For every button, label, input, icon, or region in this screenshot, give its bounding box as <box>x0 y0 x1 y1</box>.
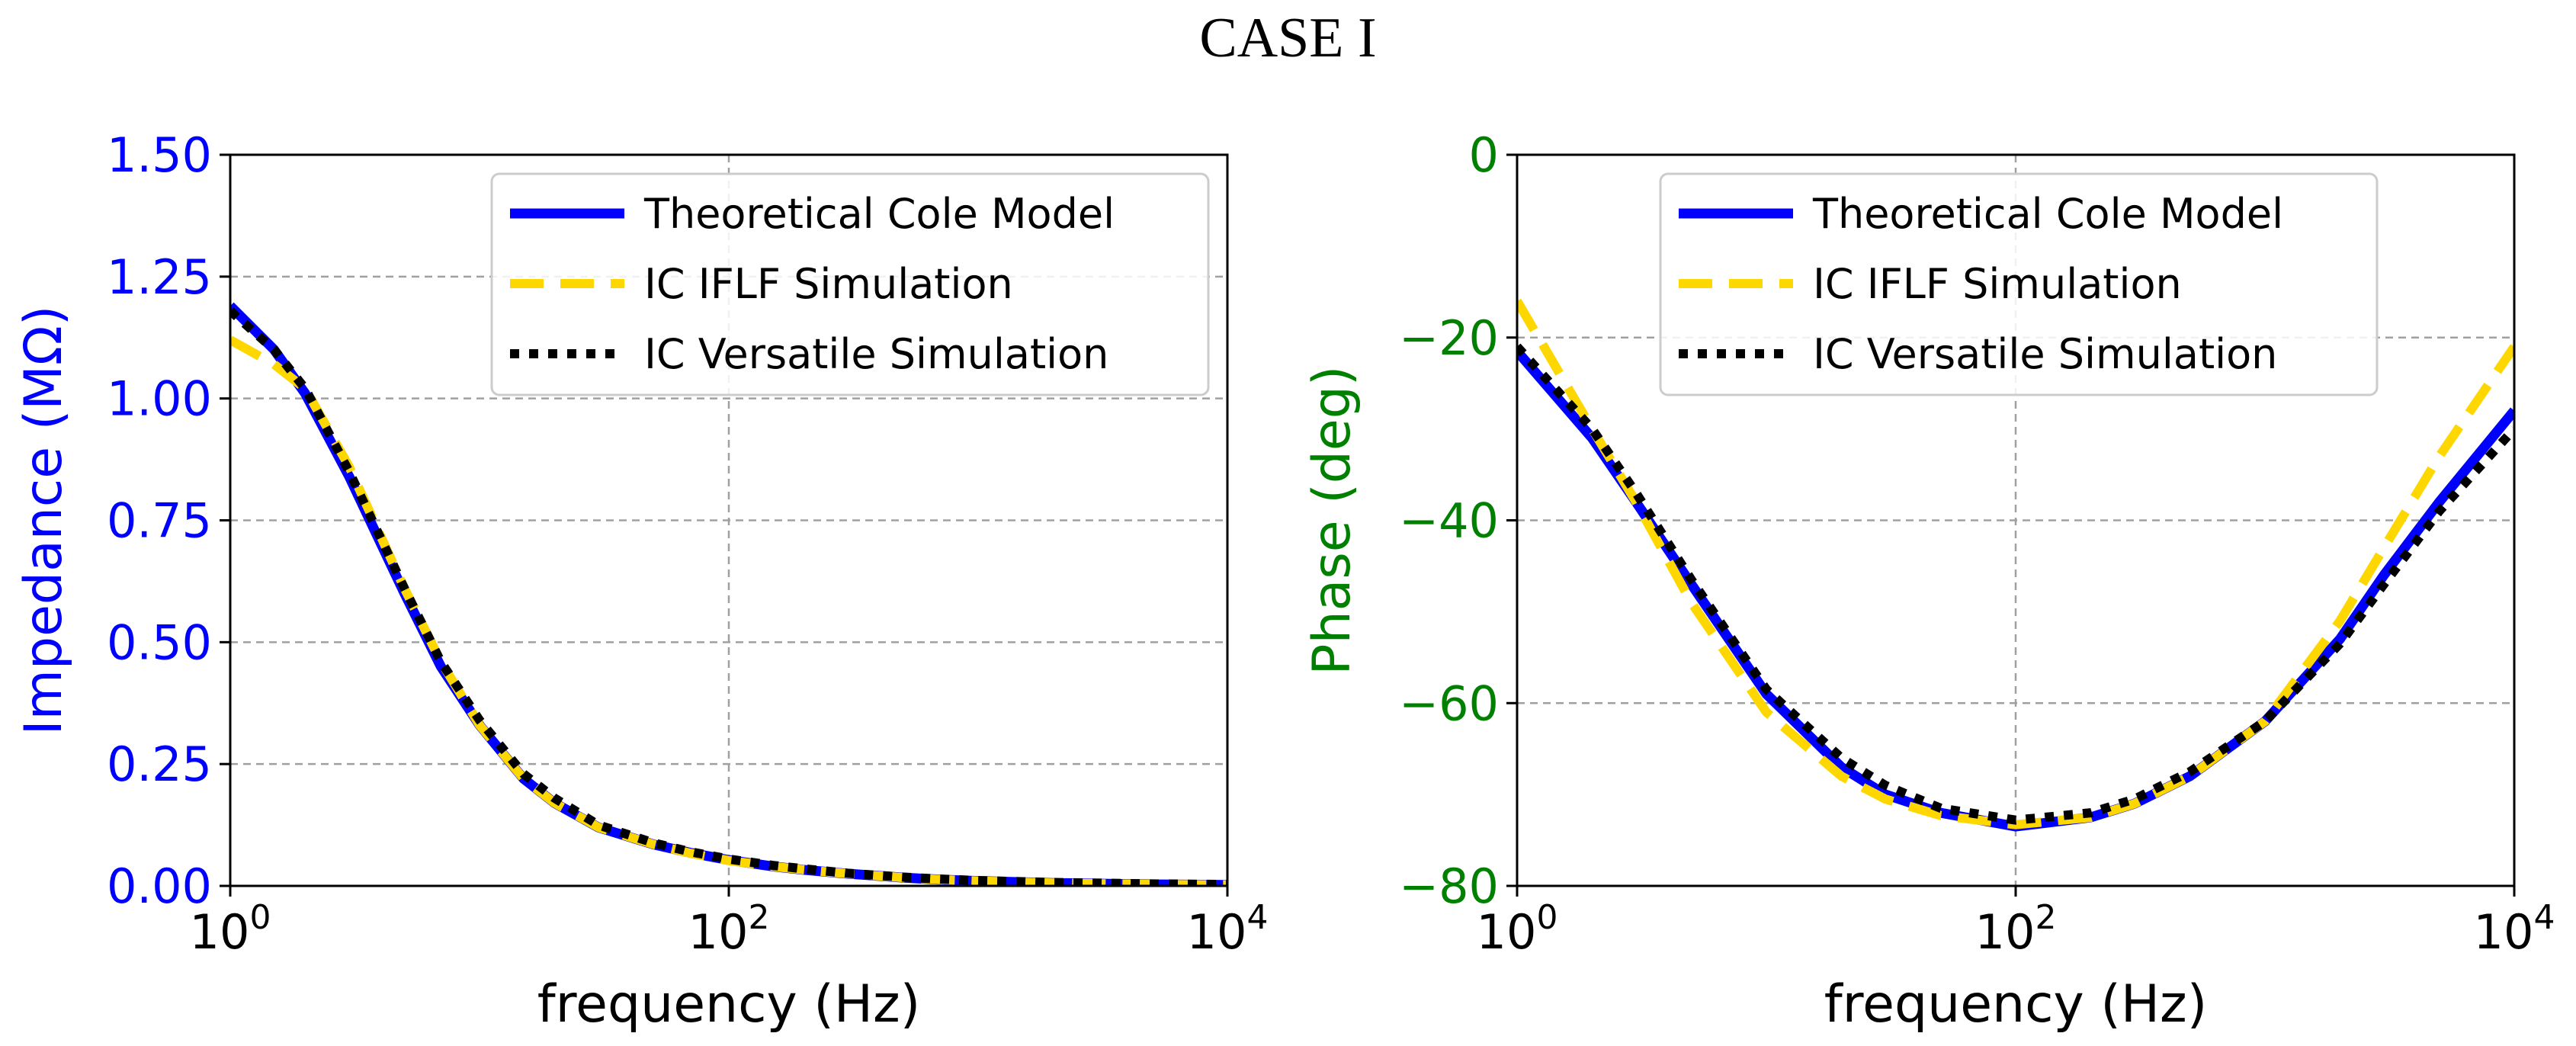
y-tick-label: 0.75 <box>107 493 212 549</box>
y-tick-label: −60 <box>1399 675 1499 731</box>
legend-label-3: IC Versatile Simulation <box>1813 330 2277 378</box>
legend-label-2: IC IFLF Simulation <box>644 260 1013 308</box>
chart-2: −80 −60 −40 −20 0 100 102 104 frequency (Hz) Phas… <box>1302 127 2555 1035</box>
figure-title: CASE I <box>1199 7 1377 69</box>
series-group <box>230 302 1227 886</box>
legend-label-1: Theoretical Cole Model <box>1812 190 2283 238</box>
legend-box <box>1659 172 2379 396</box>
y-tick-label: 0.25 <box>107 736 212 792</box>
x-tick-label: 102 <box>688 898 770 960</box>
y-tick-label: 1.00 <box>107 371 212 427</box>
legend: Theoretical Cole Model IC IFLF Simulation… <box>490 172 1210 396</box>
series-line-2 <box>1517 298 2514 829</box>
y-tick-label: 0.00 <box>107 858 212 914</box>
y-tick-label: 1.25 <box>107 249 212 305</box>
series-line-3 <box>230 307 1227 886</box>
y-axis-label: Phase (deg) <box>1302 366 1362 675</box>
x-tick-label: 104 <box>2474 898 2555 960</box>
chart-1: 0.00 0.25 0.50 0.75 1.00 1.25 1.50 100 102 104 fre… <box>14 127 1268 1035</box>
legend: Theoretical Cole Model IC IFLF Simulation… <box>1659 172 2379 396</box>
legend-label-2: IC IFLF Simulation <box>1813 260 2182 308</box>
x-axis-label: frequency (Hz) <box>537 974 921 1035</box>
x-tick-label: 102 <box>1975 898 2057 960</box>
x-tick-label: 100 <box>190 898 271 960</box>
y-tick-label: −80 <box>1399 858 1499 914</box>
y-axis-label: Impedance (MΩ) <box>14 306 74 736</box>
y-tick-label: 1.50 <box>107 127 212 183</box>
y-tick-label: 0 <box>1469 127 1499 183</box>
y-tick-label: 0.50 <box>107 614 212 670</box>
legend-box <box>490 172 1210 396</box>
legend-label-3: IC Versatile Simulation <box>644 330 1108 378</box>
series-group <box>1517 298 2514 832</box>
series-line-2 <box>230 335 1227 886</box>
legend-label-1: Theoretical Cole Model <box>643 190 1115 238</box>
x-axis-label: frequency (Hz) <box>1824 974 2208 1035</box>
x-tick-label: 100 <box>1477 898 1558 960</box>
y-tick-label: −40 <box>1399 493 1499 549</box>
series-line-3 <box>1517 343 2514 825</box>
y-tick-label: −20 <box>1399 310 1499 366</box>
x-tick-label: 104 <box>1187 898 1269 960</box>
